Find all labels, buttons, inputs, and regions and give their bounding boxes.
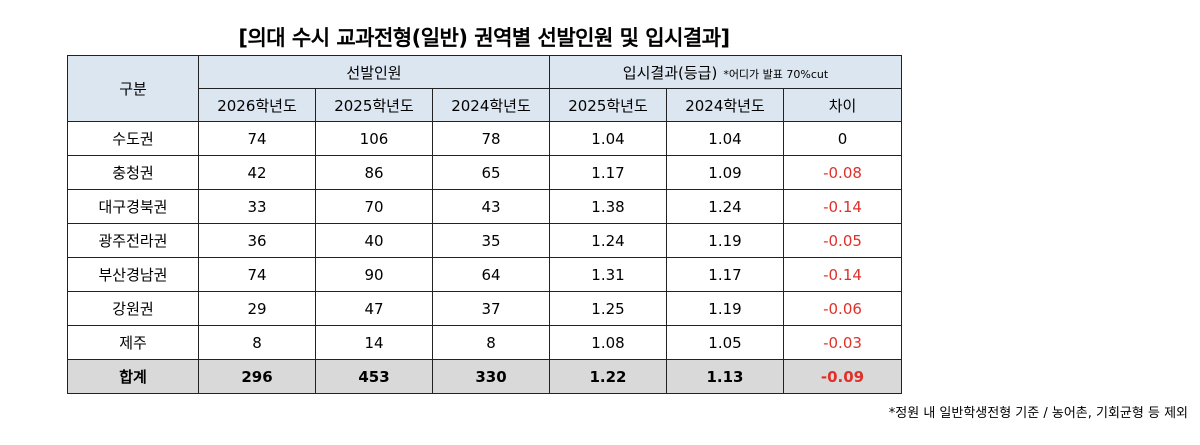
result-2024-cell: 1.05 <box>666 325 784 360</box>
diff-cell: -0.08 <box>783 155 902 190</box>
result-2024-cell: 1.19 <box>666 223 784 258</box>
quota-2024-cell: 43 <box>432 189 550 224</box>
quota-2025-cell: 14 <box>315 325 433 360</box>
quota-2024-cell: 8 <box>432 325 550 360</box>
table-body: 수도권 74 106 78 1.04 1.04 0 충청권 42 86 65 1… <box>67 121 902 394</box>
region-cell: 대구경북권 <box>67 189 199 224</box>
total-quota-2024-cell: 330 <box>432 359 550 394</box>
column-header: 2024학년도 <box>666 88 784 122</box>
region-cell: 강원권 <box>67 291 199 326</box>
table-row: 제주 8 14 8 1.08 1.05 -0.03 <box>67 325 902 360</box>
region-cell: 제주 <box>67 325 199 360</box>
region-cell: 부산경남권 <box>67 257 199 292</box>
quota-group-header: 선발인원 <box>198 55 550 89</box>
table-row: 대구경북권 33 70 43 1.38 1.24 -0.14 <box>67 189 902 224</box>
quota-2025-cell: 106 <box>315 121 433 156</box>
result-2025-cell: 1.24 <box>549 223 667 258</box>
quota-2025-cell: 70 <box>315 189 433 224</box>
total-quota-2026-cell: 296 <box>198 359 316 394</box>
quota-2024-cell: 65 <box>432 155 550 190</box>
total-result-2024-cell: 1.13 <box>666 359 784 394</box>
quota-group-label: 선발인원 <box>346 63 402 82</box>
quota-2026-cell: 29 <box>198 291 316 326</box>
quota-2024-cell: 37 <box>432 291 550 326</box>
total-quota-2025-cell: 453 <box>315 359 433 394</box>
quota-2026-cell: 42 <box>198 155 316 190</box>
column-header: 2026학년도 <box>198 88 316 122</box>
result-2024-cell: 1.24 <box>666 189 784 224</box>
result-2024-cell: 1.17 <box>666 257 784 292</box>
result-2024-cell: 1.04 <box>666 121 784 156</box>
quota-2024-cell: 64 <box>432 257 550 292</box>
quota-2026-cell: 74 <box>198 121 316 156</box>
result-2025-cell: 1.08 <box>549 325 667 360</box>
column-header: 2025학년도 <box>315 88 433 122</box>
table-row: 충청권 42 86 65 1.17 1.09 -0.08 <box>67 155 902 190</box>
quota-2025-cell: 90 <box>315 257 433 292</box>
region-header: 구분 <box>67 55 199 122</box>
diff-cell: -0.06 <box>783 291 902 326</box>
result-group-note: *어디가 발표 70%cut <box>723 67 829 81</box>
quota-2026-cell: 36 <box>198 223 316 258</box>
footnote: *정원 내 일반학생전형 기준 / 농어촌, 기회균형 등 제외 <box>888 406 1188 421</box>
region-cell: 수도권 <box>67 121 199 156</box>
table-row: 부산경남권 74 90 64 1.31 1.17 -0.14 <box>67 257 902 292</box>
result-group-label: 입시결과(등급) <box>622 63 718 82</box>
results-table: 구분 선발인원 입시결과(등급) *어디가 발표 70%cut 2026학년도 2… <box>67 55 902 394</box>
column-header: 차이 <box>783 88 902 122</box>
diff-cell: 0 <box>783 121 902 156</box>
total-row: 합계 296 453 330 1.22 1.13 -0.09 <box>67 359 902 394</box>
result-2024-cell: 1.09 <box>666 155 784 190</box>
quota-2024-cell: 78 <box>432 121 550 156</box>
result-2025-cell: 1.04 <box>549 121 667 156</box>
total-label-cell: 합계 <box>67 359 199 394</box>
table-row: 강원권 29 47 37 1.25 1.19 -0.06 <box>67 291 902 326</box>
quota-2026-cell: 33 <box>198 189 316 224</box>
diff-cell: -0.05 <box>783 223 902 258</box>
column-header: 2025학년도 <box>549 88 667 122</box>
page-title: [의대 수시 교과전형(일반) 권역별 선발인원 및 입시결과] <box>238 26 730 50</box>
region-cell: 충청권 <box>67 155 199 190</box>
table-row: 수도권 74 106 78 1.04 1.04 0 <box>67 121 902 156</box>
quota-2026-cell: 8 <box>198 325 316 360</box>
quota-2025-cell: 40 <box>315 223 433 258</box>
result-2024-cell: 1.19 <box>666 291 784 326</box>
result-2025-cell: 1.31 <box>549 257 667 292</box>
result-2025-cell: 1.38 <box>549 189 667 224</box>
diff-cell: -0.03 <box>783 325 902 360</box>
result-2025-cell: 1.25 <box>549 291 667 326</box>
diff-cell: -0.14 <box>783 189 902 224</box>
total-result-2025-cell: 1.22 <box>549 359 667 394</box>
column-header: 2024학년도 <box>432 88 550 122</box>
table-row: 광주전라권 36 40 35 1.24 1.19 -0.05 <box>67 223 902 258</box>
quota-2025-cell: 86 <box>315 155 433 190</box>
quota-2024-cell: 35 <box>432 223 550 258</box>
result-2025-cell: 1.17 <box>549 155 667 190</box>
region-cell: 광주전라권 <box>67 223 199 258</box>
quota-2026-cell: 74 <box>198 257 316 292</box>
total-diff-cell: -0.09 <box>783 359 902 394</box>
result-group-header: 입시결과(등급) *어디가 발표 70%cut <box>549 55 902 89</box>
diff-cell: -0.14 <box>783 257 902 292</box>
quota-2025-cell: 47 <box>315 291 433 326</box>
